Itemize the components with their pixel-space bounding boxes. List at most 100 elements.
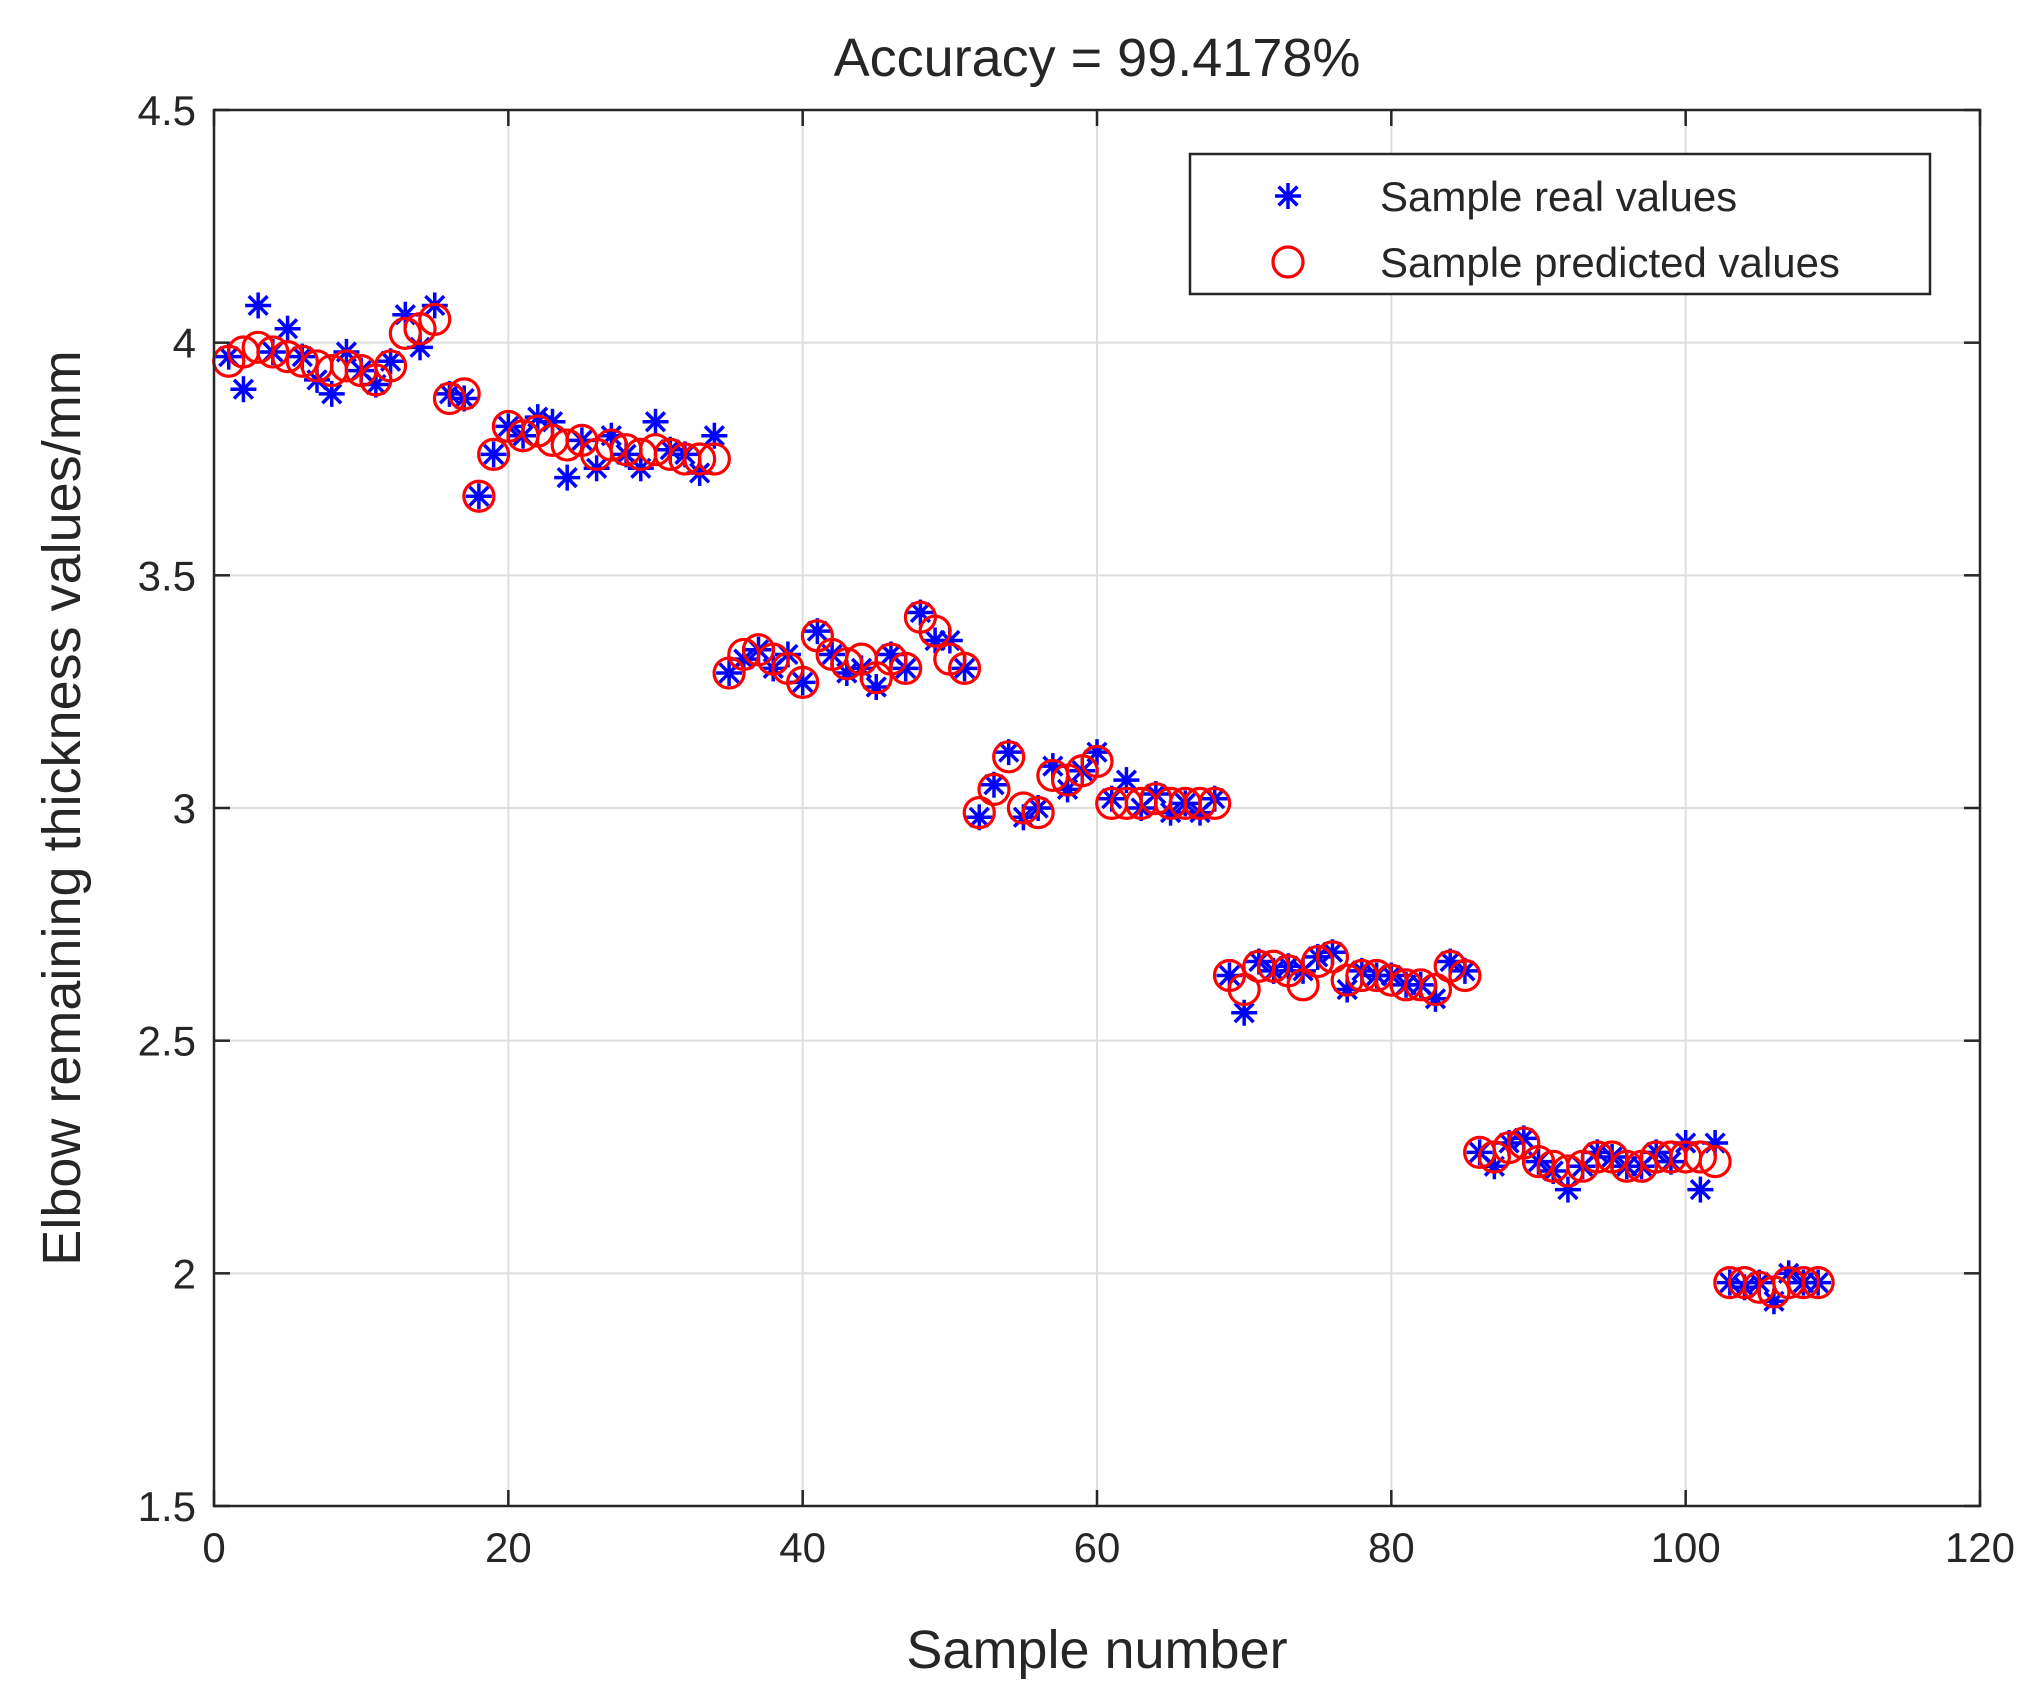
real-value-point (980, 771, 1007, 798)
predicted-value-point (1551, 1154, 1585, 1188)
legend-circle-icon (1271, 245, 1305, 279)
predicted-value-point (1698, 1145, 1732, 1179)
y-tick-label: 2.5 (138, 1018, 196, 1065)
predicted-value-point (432, 381, 467, 416)
real-value-point (951, 655, 978, 682)
predicted-value-point (918, 614, 952, 648)
y-tick-labels: 1.5 2 2.5 3 3.5 4 4.5 (138, 87, 196, 1530)
predicted-value-point (786, 665, 820, 699)
predicted-value-point (1227, 972, 1261, 1007)
predicted-value-point (992, 740, 1026, 774)
real-value-point (1084, 739, 1110, 766)
x-tick-label: 60 (1074, 1524, 1121, 1571)
predicted-value-point (1198, 786, 1232, 820)
x-tick-label: 80 (1368, 1524, 1415, 1571)
real-value-point (318, 380, 345, 407)
predicted-value-point (1786, 1266, 1821, 1300)
predicted-value-point (550, 428, 584, 462)
predicted-value-point (388, 316, 422, 350)
x-tick-label: 100 (1651, 1524, 1721, 1571)
predicted-value-point (594, 428, 628, 462)
real-value-point (1334, 976, 1361, 1003)
real-value-point (230, 376, 257, 403)
legend-box (1188, 152, 1932, 296)
series-predicted-values (212, 302, 1835, 1309)
predicted-value-point (830, 647, 864, 681)
x-tick-label: 120 (1945, 1524, 2015, 1571)
predicted-value-point (962, 796, 996, 830)
y-tick-label: 3 (173, 785, 196, 832)
predicted-value-point (418, 302, 452, 336)
predicted-value-point (1021, 796, 1055, 830)
real-value-point (245, 292, 272, 319)
real-value-point (966, 804, 993, 831)
x-tick-label: 40 (779, 1524, 826, 1571)
predicted-value-point (1610, 1149, 1644, 1183)
predicted-value-point (477, 437, 511, 471)
y-tick-label: 1.5 (138, 1483, 196, 1530)
real-value-point (554, 464, 581, 491)
real-value-point (1231, 999, 1258, 1026)
real-value-point (863, 674, 890, 701)
predicted-value-point (374, 349, 408, 383)
real-value-point (804, 618, 831, 645)
predicted-value-point (683, 442, 717, 476)
predicted-value-point (1448, 958, 1482, 993)
x-tick-label: 20 (485, 1524, 532, 1571)
predicted-value-point (1727, 1266, 1762, 1300)
predicted-value-point (1521, 1145, 1556, 1179)
real-value-point (480, 441, 507, 468)
real-value-point (274, 315, 301, 342)
real-value-point (642, 408, 669, 435)
y-tick-label: 2 (173, 1250, 196, 1297)
real-value-point (1510, 1125, 1537, 1152)
real-value-point (1687, 1176, 1714, 1203)
predicted-value-point (1256, 949, 1291, 983)
predicted-value-point (1404, 968, 1438, 1002)
predicted-value-point (1301, 944, 1335, 979)
predicted-value-point (889, 651, 923, 686)
predicted-value-point (1418, 972, 1453, 1007)
y-axis-label: Elbow remaining thickness values/mm (32, 350, 92, 1265)
real-value-point (995, 739, 1022, 766)
real-value-point (465, 483, 492, 510)
predicted-value-point (241, 330, 275, 364)
legend-real-marker (1275, 183, 1301, 209)
predicted-value-point (256, 335, 290, 369)
predicted-value-point (638, 433, 673, 467)
legend: Sample real values Sample predicted valu… (1188, 152, 1932, 296)
predicted-value-point (285, 344, 319, 378)
predicted-value-point (1006, 791, 1041, 825)
predicted-value-point (1080, 744, 1114, 779)
x-axis-label: Sample number (906, 1620, 1287, 1680)
real-value-point (907, 599, 934, 626)
predicted-value-point (447, 377, 481, 411)
y-tick-label: 4 (173, 320, 196, 367)
predicted-value-point (697, 442, 731, 476)
predicted-value-point (1360, 958, 1394, 993)
legend-predicted-label: Sample predicted values (1380, 239, 1840, 286)
legend-real-label: Sample real values (1380, 173, 1737, 220)
predicted-value-point (1492, 1131, 1526, 1165)
predicted-value-point (947, 651, 982, 686)
y-tick-label: 4.5 (138, 87, 196, 134)
predicted-value-point (977, 772, 1011, 806)
predicted-value-point (1286, 968, 1320, 1002)
predicted-value-point (1801, 1266, 1835, 1300)
predicted-value-point (1683, 1140, 1717, 1174)
x-tick-label: 0 (202, 1524, 225, 1571)
legend-asterisk-icon (1275, 183, 1301, 209)
predicted-value-point (1183, 786, 1217, 820)
predicted-value-point (1315, 940, 1350, 974)
plot-frame (212, 108, 1982, 1508)
chart-title: Accuracy = 99.4178% (834, 28, 1361, 88)
predicted-value-point (1580, 1140, 1614, 1174)
predicted-value-point (270, 340, 305, 374)
x-tick-labels: 0 20 40 60 80 100 120 (202, 1524, 2015, 1571)
predicted-value-point (462, 479, 496, 513)
predicted-value-point (329, 349, 364, 383)
legend-predicted-marker (1271, 245, 1305, 279)
real-value-point (892, 655, 919, 682)
y-tick-label: 3.5 (138, 552, 196, 599)
